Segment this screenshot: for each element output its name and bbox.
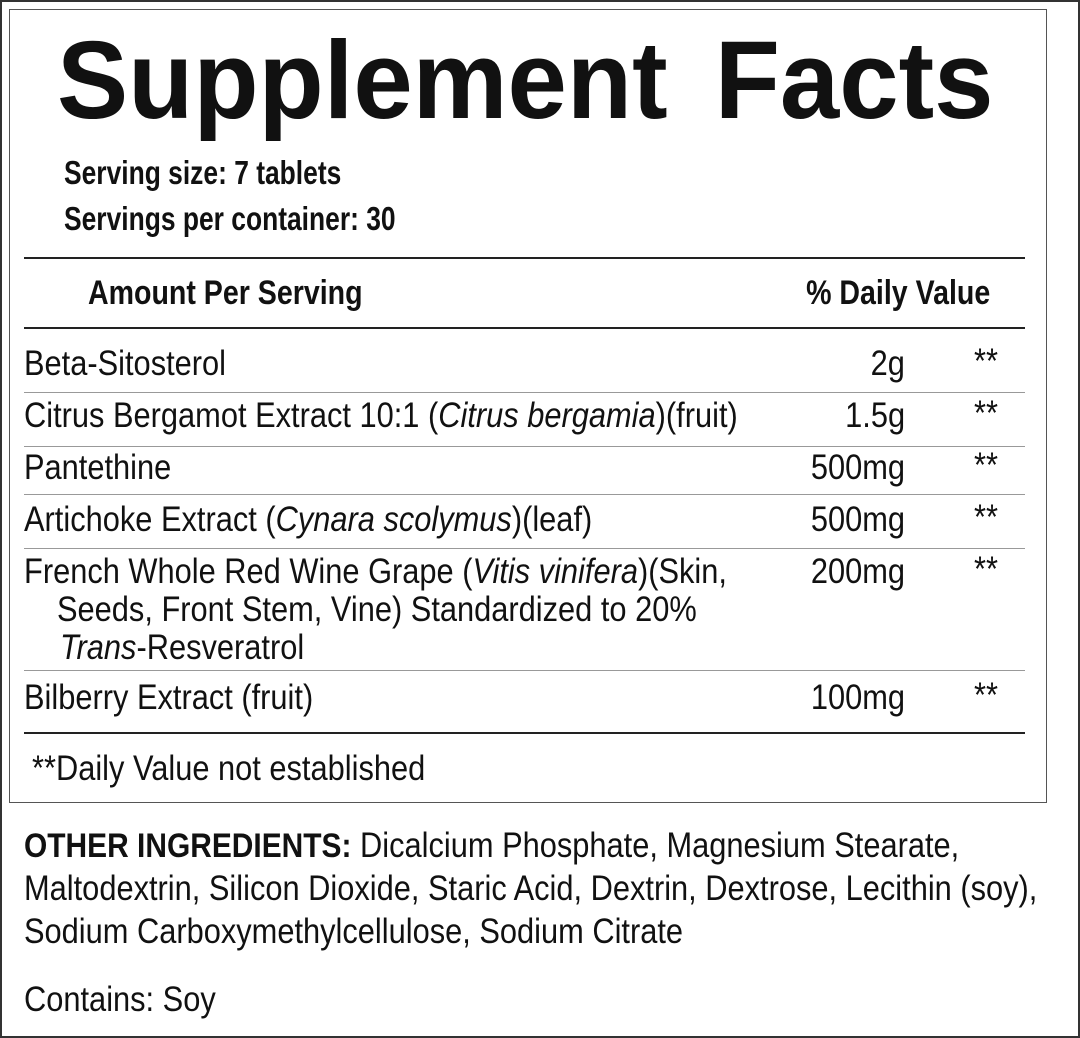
ingredient-name: Citrus Bergamot Extract 10:1 (Citrus ber… xyxy=(24,398,738,433)
ingredient-daily-value: ** xyxy=(974,676,998,715)
ingredient-amount: 500mg xyxy=(810,500,905,539)
footnote: **Daily Value not established xyxy=(32,749,426,788)
ingredient-latin-name: Trans xyxy=(60,628,137,667)
ingredient-name: Trans-Resveratrol xyxy=(60,630,304,665)
row-divider xyxy=(24,392,1025,393)
row-divider xyxy=(24,446,1025,447)
ingredient-text: )(Skin, xyxy=(637,552,727,591)
ingredient-text: French Whole Red Wine Grape ( xyxy=(24,552,473,591)
ingredient-text: Pantethine xyxy=(24,448,172,487)
ingredient-daily-value: ** xyxy=(974,550,998,589)
daily-value-header: % Daily Value xyxy=(805,274,990,312)
ingredient-daily-value: ** xyxy=(974,446,998,485)
ingredient-name: Bilberry Extract (fruit) xyxy=(24,680,313,715)
servings-per-container: Servings per container: 30 xyxy=(64,200,396,237)
ingredient-name: Artichoke Extract (Cynara scolymus)(leaf… xyxy=(24,502,592,537)
ingredient-name: French Whole Red Wine Grape (Vitis vinif… xyxy=(24,554,727,589)
row-divider xyxy=(24,494,1025,495)
other-ingredients-line: OTHER INGREDIENTS: Dicalcium Phosphate, … xyxy=(24,828,959,863)
row-divider xyxy=(24,670,1025,671)
ingredient-latin-name: Cynara scolymus xyxy=(275,500,512,539)
ingredient-text: Bilberry Extract (fruit) xyxy=(24,678,314,717)
ingredient-text: Seeds, Front Stem, Vine) Standardized to… xyxy=(57,590,697,629)
divider xyxy=(24,257,1025,259)
ingredient-amount: 500mg xyxy=(810,448,905,487)
other-ingredients-text: Sodium Carboxymethylcellulose, Sodium Ci… xyxy=(24,912,684,951)
ingredient-text: Citrus Bergamot Extract 10:1 ( xyxy=(24,396,439,435)
row-divider xyxy=(24,548,1025,549)
ingredient-text: )(leaf) xyxy=(511,500,593,539)
ingredient-text: Beta-Sitosterol xyxy=(24,344,227,383)
ingredient-text: -Resveratrol xyxy=(136,628,305,667)
ingredient-amount: 1.5g xyxy=(845,396,905,435)
ingredient-latin-name: Vitis vinifera xyxy=(472,552,638,591)
allergen-statement: Contains: Soy xyxy=(24,980,216,1019)
amount-per-serving-header: Amount Per Serving xyxy=(88,274,363,312)
ingredient-amount: 100mg xyxy=(810,678,905,717)
ingredient-text: )(fruit) xyxy=(655,396,738,435)
ingredient-text: Artichoke Extract ( xyxy=(24,500,276,539)
ingredient-name: Beta-Sitosterol xyxy=(24,346,226,381)
panel-title: Supplement Facts xyxy=(57,19,994,142)
divider xyxy=(24,327,1025,329)
ingredient-daily-value: ** xyxy=(974,394,998,433)
ingredient-daily-value: ** xyxy=(974,498,998,537)
ingredient-amount: 2g xyxy=(870,344,905,383)
other-ingredients-label: OTHER INGREDIENTS: xyxy=(24,827,352,865)
supplement-facts-panel xyxy=(9,9,1047,803)
other-ingredients-text: Dicalcium Phosphate, Magnesium Stearate, xyxy=(351,826,960,865)
ingredient-latin-name: Citrus bergamia xyxy=(438,396,656,435)
divider xyxy=(24,732,1025,734)
ingredient-name: Pantethine xyxy=(24,450,171,485)
ingredient-name: Seeds, Front Stem, Vine) Standardized to… xyxy=(57,592,697,627)
ingredient-daily-value: ** xyxy=(974,342,998,381)
serving-size: Serving size: 7 tablets xyxy=(64,154,342,191)
ingredient-amount: 200mg xyxy=(810,552,905,591)
other-ingredients-text: Maltodextrin, Silicon Dioxide, Staric Ac… xyxy=(24,869,1038,908)
